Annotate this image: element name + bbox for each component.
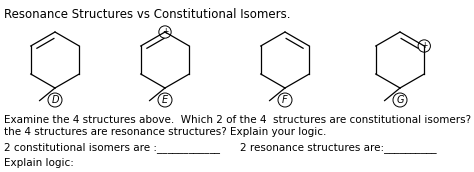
Text: D: D [51,95,59,105]
Text: G: G [396,95,404,105]
Text: 2 resonance structures are:__________: 2 resonance structures are:__________ [240,142,437,153]
Text: Resonance Structures vs Constitutional Isomers.: Resonance Structures vs Constitutional I… [4,8,291,21]
Text: 2 constitutional isomers are :____________: 2 constitutional isomers are :__________… [4,142,220,153]
Text: Explain logic:: Explain logic: [4,158,74,168]
Text: E: E [162,95,168,105]
Text: +: + [421,41,428,51]
Text: the 4 structures are resonance structures? Explain your logic.: the 4 structures are resonance structure… [4,127,327,137]
Text: F: F [282,95,288,105]
Text: Examine the 4 structures above.  Which 2 of the 4  structures are constitutional: Examine the 4 structures above. Which 2 … [4,115,474,125]
Text: +: + [162,28,168,36]
